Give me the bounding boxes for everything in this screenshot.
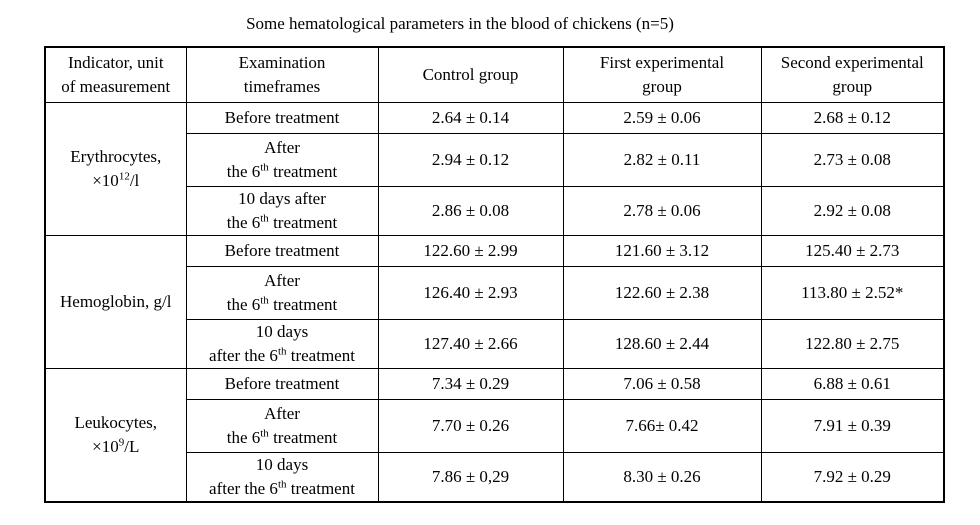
value-cell-second: 113.80 ± 2.52* [760, 265, 945, 320]
value-cell-first: 2.82 ± 0.11 [562, 132, 762, 187]
header-second-experimental-group: Second experimental group [760, 46, 945, 103]
header-first-experimental-group: First experimental group [562, 46, 762, 103]
value-cell-second: 122.80 ± 2.75 [760, 318, 945, 369]
value-cell-second: 2.73 ± 0.08 [760, 132, 945, 187]
timeframe-cell: 10 days after the 6th treatment [185, 318, 379, 369]
value-cell-control: 7.34 ± 0.29 [377, 367, 564, 400]
value-cell-second: 2.92 ± 0.08 [760, 185, 945, 236]
value-cell-first: 8.30 ± 0.26 [562, 451, 762, 502]
value-cell-first: 128.60 ± 2.44 [562, 318, 762, 369]
value-cell-control: 7.86 ± 0,29 [377, 451, 564, 502]
table-row: Leukocytes, ×109/L Before treatment 7.34… [44, 367, 945, 502]
timeframe-line2: the 6th treatment [226, 160, 338, 181]
table-title: Some hematological parameters in the blo… [246, 14, 674, 33]
value-cell-second: 6.88 ± 0.61 [760, 367, 945, 400]
timeframe-cell: 10 days after the 6th treatment [185, 451, 379, 502]
value-cell-second: 2.68 ± 0.12 [760, 101, 945, 134]
value-cell-control: 2.86 ± 0.08 [377, 185, 564, 236]
indicator-unit: ×109/L [92, 435, 140, 456]
ordinal-suffix: th [260, 211, 269, 224]
value-cell-second: 7.91 ± 0.39 [760, 398, 945, 453]
value-cell-control: 2.64 ± 0.14 [377, 101, 564, 134]
value-cell-control: 122.60 ± 2.99 [377, 234, 564, 267]
timeframe-line1: 10 days [255, 454, 309, 474]
value-cell-second: 125.40 ± 2.73 [760, 234, 945, 267]
indicator-cell-leukocytes: Leukocytes, ×109/L [44, 367, 187, 502]
ordinal-suffix: th [260, 293, 269, 306]
timeframe-cell: After the 6th treatment [185, 132, 379, 187]
value-cell-first: 121.60 ± 3.12 [562, 234, 762, 267]
indicator-cell-hemoglobin: Hemoglobin, g/l [44, 234, 187, 369]
value-cell-first: 7.06 ± 0.58 [562, 367, 762, 400]
value-cell-second: 7.92 ± 0.29 [760, 451, 945, 502]
table-row: 10 days after the 6th treatment 7.86 ± 0… [45, 451, 945, 502]
timeframe-line1: After [264, 137, 300, 157]
timeframe-line2: the 6th treatment [226, 293, 338, 314]
unit-exponent: 12 [118, 169, 130, 182]
value-cell-first: 2.59 ± 0.06 [562, 101, 762, 134]
table-row: After the 6th treatment 126.40 ± 2.93 12… [45, 265, 945, 320]
timeframe-cell: 10 days after the 6th treatment [185, 185, 379, 236]
value-cell-control: 127.40 ± 2.66 [377, 318, 564, 369]
table-row: After the 6th treatment 7.70 ± 0.26 7.66… [45, 398, 945, 453]
table-row: 10 days after the 6th treatment 127.40 ±… [45, 318, 945, 369]
indicator-name: Leukocytes, [74, 412, 158, 432]
header-indicator: Indicator, unit of measurement [44, 46, 187, 103]
parameters-table: Indicator, unit of measurement Examinati… [44, 46, 945, 503]
header-timeframes: Examination timeframes [185, 46, 379, 103]
timeframe-cell: Before treatment [185, 101, 379, 134]
table-row: Erythrocytes, ×1012/l Before treatment 2… [44, 101, 945, 236]
timeframe-line2: after the 6th treatment [209, 477, 355, 498]
value-cell-first: 7.66± 0.42 [562, 398, 762, 453]
table-row: 10 days after the 6th treatment 2.86 ± 0… [45, 185, 945, 236]
ordinal-suffix: th [277, 477, 287, 490]
timeframe-cell: Before treatment [185, 234, 379, 267]
ordinal-suffix: th [260, 426, 269, 439]
table-header-row: Indicator, unit of measurement Examinati… [44, 46, 945, 103]
table-row: Hemoglobin, g/l Before treatment 122.60 … [44, 234, 945, 369]
table-row: After the 6th treatment 2.94 ± 0.12 2.82… [45, 132, 945, 187]
value-cell-control: 7.70 ± 0.26 [377, 398, 564, 453]
timeframe-cell: After the 6th treatment [185, 398, 379, 453]
timeframe-cell: Before treatment [185, 367, 379, 400]
header-control-group: Control group [377, 46, 564, 103]
timeframe-line2: the 6th treatment [226, 426, 338, 447]
ordinal-suffix: th [277, 344, 287, 357]
indicator-name: Hemoglobin, g/l [60, 291, 172, 311]
indicator-name: Erythrocytes, [70, 146, 162, 166]
timeframe-line1: 10 days [255, 321, 309, 341]
indicator-cell-erythrocytes: Erythrocytes, ×1012/l [44, 101, 187, 236]
timeframe-line2: the 6th treatment [226, 211, 338, 232]
ordinal-suffix: th [260, 160, 269, 173]
timeframe-line1: 10 days after [238, 188, 326, 208]
indicator-unit: ×1012/l [92, 169, 140, 190]
timeframe-line2: after the 6th treatment [209, 344, 355, 365]
timeframe-cell: After the 6th treatment [185, 265, 379, 320]
unit-exponent: 9 [118, 435, 125, 448]
value-cell-control: 126.40 ± 2.93 [377, 265, 564, 320]
value-cell-first: 2.78 ± 0.06 [562, 185, 762, 236]
value-cell-first: 122.60 ± 2.38 [562, 265, 762, 320]
timeframe-line1: After [264, 270, 300, 290]
timeframe-line1: After [264, 403, 300, 423]
value-cell-control: 2.94 ± 0.12 [377, 132, 564, 187]
